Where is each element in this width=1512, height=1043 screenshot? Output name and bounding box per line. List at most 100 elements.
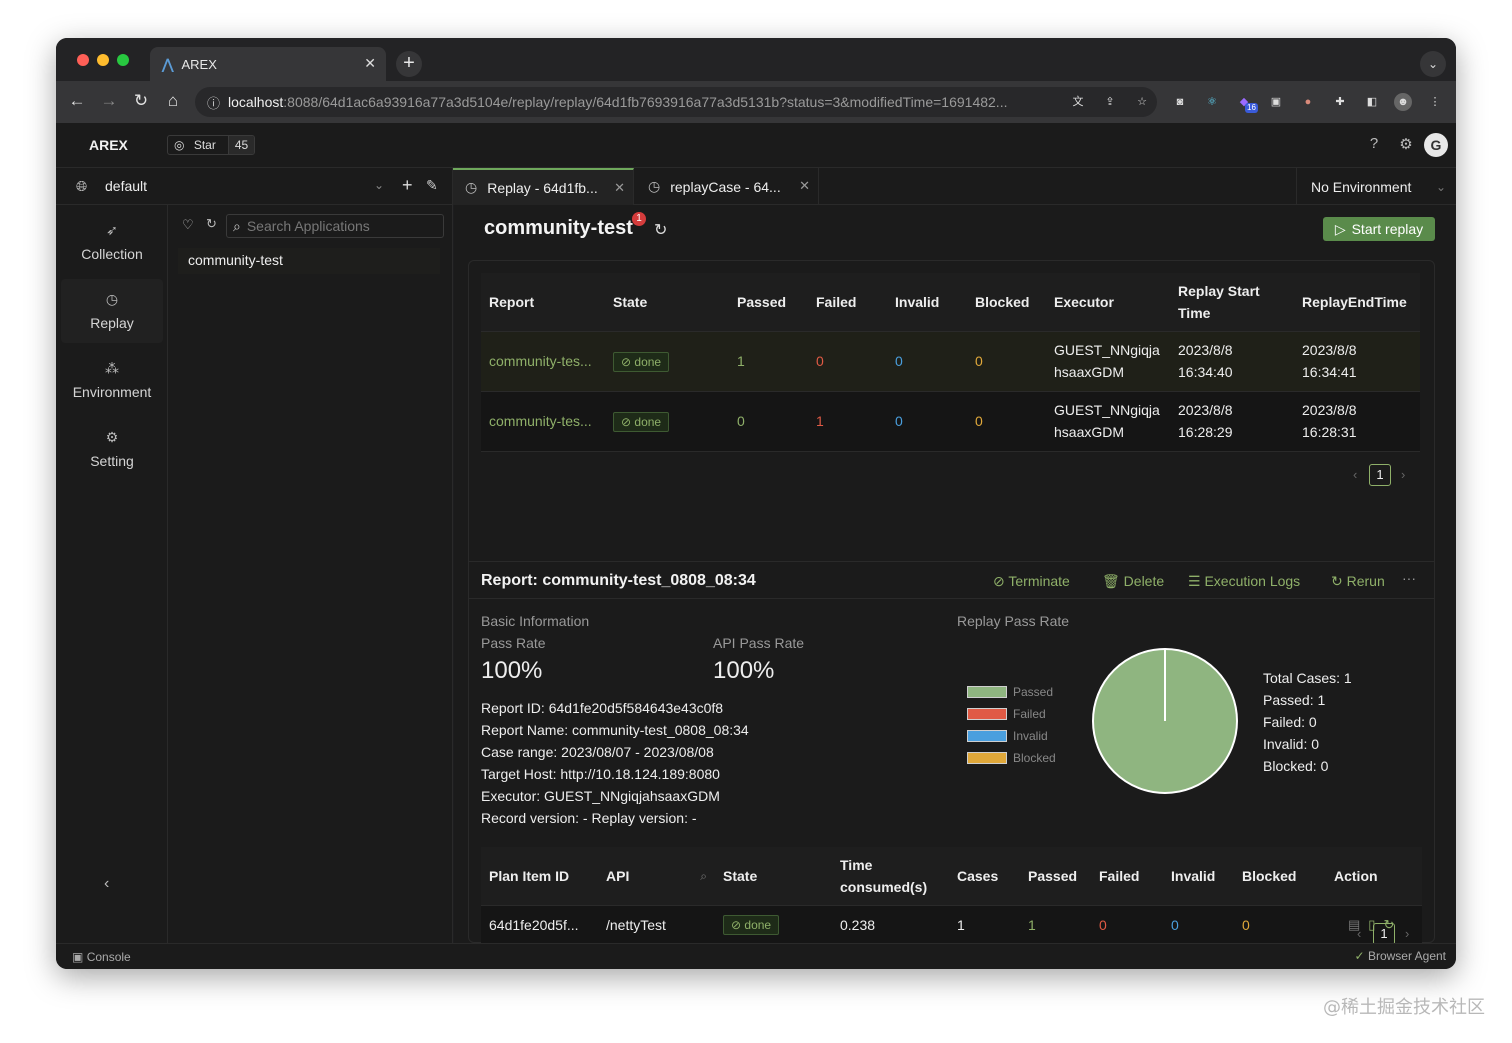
workspace-name[interactable]: default	[105, 178, 148, 194]
share-icon[interactable]: ⇪	[1105, 96, 1115, 108]
tab-replay[interactable]: ◷ Replay - 64d1fb... ✕	[453, 168, 634, 205]
current-page[interactable]: 1	[1369, 464, 1391, 486]
next-page-icon[interactable]: ›	[1401, 467, 1406, 482]
passed-cell: 1	[1020, 905, 1091, 943]
table-row[interactable]: community-tes... ⊘ done 0 1 0 0 GUEST_NN…	[481, 391, 1420, 452]
report-table: Report State Passed Failed Invalid Block…	[481, 273, 1420, 452]
status-bar: ▣ Console ✓ Browser Agent	[56, 943, 1456, 969]
legend-item[interactable]: Blocked	[967, 747, 1056, 769]
next-page-icon[interactable]: ›	[1405, 926, 1410, 941]
extensions-puzzle-icon[interactable]: ✚	[1335, 96, 1345, 108]
start-replay-label: Start replay	[1351, 221, 1424, 237]
nav-replay[interactable]: ◷ Replay	[61, 279, 163, 343]
workspace-bar: 🌐︎ default ⌄ + ✎	[56, 168, 453, 205]
close-tab-icon[interactable]: ✕	[364, 55, 376, 71]
browser-agent-label: Browser Agent	[1367, 949, 1446, 963]
address-bar[interactable]: ⓘ localhost:8088/64d1ac6a93916a77a3d5104…	[195, 87, 1157, 117]
reload-icon[interactable]: ↻	[133, 91, 149, 110]
browser-tab[interactable]: ⋀ AREX ✕	[150, 47, 386, 81]
close-tab-replay-icon[interactable]: ✕	[614, 180, 625, 195]
report-link[interactable]: community-tes...	[481, 391, 605, 452]
close-window-button[interactable]	[77, 54, 89, 66]
back-icon[interactable]: ←	[68, 91, 86, 110]
legend-item[interactable]: Invalid	[967, 725, 1056, 747]
zoom-window-button[interactable]	[117, 54, 129, 66]
bookmark-star-icon[interactable]: ☆	[1137, 96, 1147, 108]
settings-gear-icon[interactable]: ⚙	[1399, 136, 1413, 153]
prev-page-icon[interactable]: ‹	[1353, 467, 1358, 482]
end-time-cell: 2023/8/8 16:34:41	[1294, 331, 1420, 392]
api-pass-rate-value: 100%	[713, 657, 775, 684]
sidebar-toggle-icon[interactable]: ◧	[1366, 96, 1378, 108]
tab-search-button[interactable]: ⌄	[1420, 51, 1446, 77]
browser-menu-icon[interactable]: ⋮	[1429, 96, 1441, 108]
application-tree-panel: ♡ ↻ ⌕ community-test	[168, 205, 453, 943]
status-badge: ⊘ done	[723, 915, 780, 936]
col-header: Action	[1322, 847, 1422, 906]
col-header: Passed	[1020, 847, 1091, 906]
new-tab-button[interactable]: +	[396, 51, 422, 77]
stop-icon: ⊘	[993, 573, 1005, 589]
invalid-count: Invalid: 0	[1263, 736, 1320, 752]
tab-replay-label: Replay - 64d1fb...	[487, 179, 598, 196]
extension-badge-icon[interactable]: ◆ 16	[1239, 96, 1258, 113]
help-icon[interactable]: ?	[1369, 135, 1379, 152]
start-replay-button[interactable]: ▷ Start replay	[1323, 217, 1435, 241]
add-workspace-icon[interactable]: +	[402, 175, 413, 195]
more-icon[interactable]: ···	[1402, 570, 1416, 586]
legend-item[interactable]: Passed	[967, 681, 1056, 703]
table-row[interactable]: 64d1fe20d5f... /nettyTest ⊘ done 0.238 1…	[481, 905, 1422, 943]
nav-environment[interactable]: ⁂ Environment	[61, 348, 163, 412]
file-icon[interactable]: ▯	[1368, 917, 1384, 933]
app-brand[interactable]: AREX	[89, 137, 128, 153]
refresh-icon[interactable]: ↻	[654, 222, 668, 239]
executor-cell: GUEST_NNgiqja hsaaxGDM	[1046, 331, 1170, 392]
invalid-cell: 0	[887, 331, 967, 392]
report-link[interactable]: community-tes...	[481, 331, 605, 392]
favorite-heart-icon[interactable]: ♡	[182, 217, 194, 232]
collapse-sidebar-icon[interactable]: ‹	[104, 875, 110, 892]
terminate-button[interactable]: ⊘ Terminate	[993, 573, 1070, 590]
execution-logs-button[interactable]: ☰ Execution Logs	[1188, 573, 1300, 590]
legend-item[interactable]: Failed	[967, 703, 1056, 725]
tree-item-community-test[interactable]: community-test	[178, 248, 440, 274]
user-avatar[interactable]: G	[1424, 133, 1448, 157]
extension-face-icon[interactable]: ●	[1304, 96, 1312, 108]
view-report-icon[interactable]: ▤	[1348, 917, 1369, 933]
react-devtools-icon[interactable]: ⚛	[1207, 96, 1217, 108]
current-page[interactable]: 1	[1373, 923, 1395, 943]
rerun-button[interactable]: ↻ Rerun	[1331, 573, 1385, 590]
profile-icon[interactable]: ☻	[1394, 93, 1412, 111]
browser-tabstrip: ⋀ AREX ✕ + ⌄	[56, 38, 1456, 81]
console-button[interactable]: ▣ Console	[72, 950, 131, 964]
forward-icon[interactable]: →	[100, 91, 118, 110]
logs-icon: ☰	[1188, 573, 1201, 589]
legend-swatch	[967, 752, 1007, 764]
filter-search-icon[interactable]: ⌕	[700, 868, 707, 883]
browser-agent-status[interactable]: ✓ Browser Agent	[1355, 949, 1446, 963]
rerun-label: Rerun	[1346, 573, 1385, 589]
prev-page-icon[interactable]: ‹	[1357, 926, 1362, 941]
minimize-window-button[interactable]	[97, 54, 109, 66]
search-input[interactable]	[246, 218, 427, 234]
console-icon: ▣	[72, 950, 84, 964]
rerun-icon[interactable]: ↻	[1383, 917, 1403, 933]
delete-button[interactable]: 🗑︎ Delete	[1102, 573, 1164, 590]
nav-setting[interactable]: ⚙ Setting	[61, 417, 163, 481]
github-star-button[interactable]: ◎ Star 45	[167, 135, 256, 155]
page-tabs: ◷ Replay - 64d1fb... ✕ ◷ replayCase - 64…	[453, 168, 1456, 205]
translate-icon[interactable]: 文	[1072, 96, 1084, 108]
site-info-icon[interactable]: ⓘ	[207, 95, 221, 111]
table-row[interactable]: community-tes... ⊘ done 1 0 0 0 GUEST_NN…	[481, 331, 1420, 392]
refresh-icon[interactable]: ↻	[206, 216, 217, 231]
close-tab-replay-case-icon[interactable]: ✕	[799, 178, 810, 193]
home-icon[interactable]: ⌂	[167, 91, 179, 110]
extension-glasses-icon[interactable]: ◙	[1176, 96, 1184, 108]
tab-replay-case[interactable]: ◷ replayCase - 64... ✕	[636, 168, 819, 205]
extension-docs-icon[interactable]: ▣	[1270, 96, 1282, 108]
environment-select[interactable]: No Environment ⌄	[1296, 168, 1456, 205]
status-badge: ⊘ done	[613, 412, 670, 432]
chevron-down-icon[interactable]: ⌄	[374, 178, 385, 192]
edit-workspace-icon[interactable]: ✎	[426, 177, 438, 193]
nav-collection[interactable]: ➶ Collection	[61, 210, 163, 274]
